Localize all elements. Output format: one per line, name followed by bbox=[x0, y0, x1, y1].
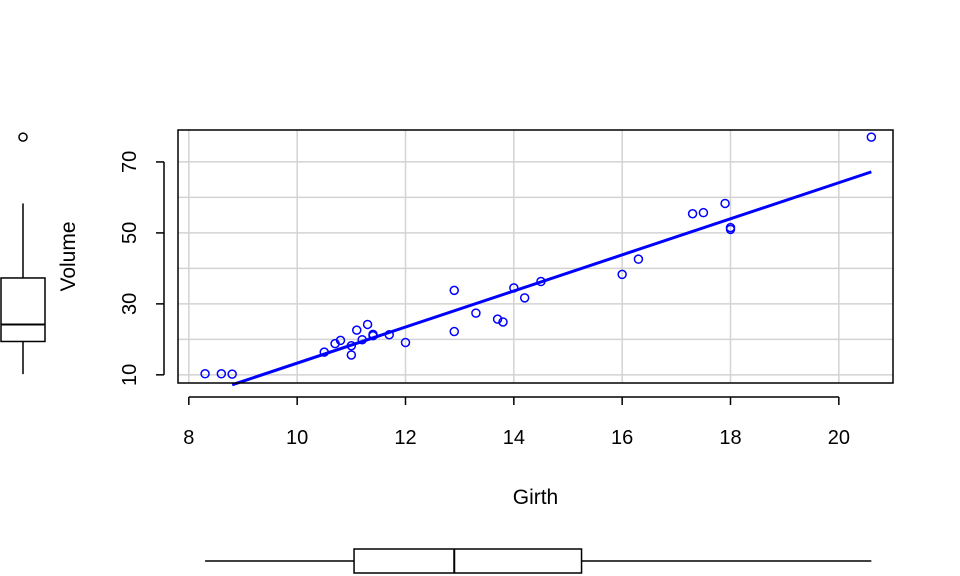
data-point bbox=[216, 369, 227, 379]
data-point bbox=[519, 293, 530, 303]
x-tick-label: 12 bbox=[394, 427, 416, 449]
y-tick-label: 10 bbox=[119, 364, 141, 386]
data-point bbox=[346, 340, 357, 351]
y-axis-title: Volume bbox=[57, 221, 80, 291]
x-tick-label: 18 bbox=[719, 427, 741, 449]
data-point bbox=[346, 350, 357, 360]
x-marginal-boxplot bbox=[205, 548, 872, 574]
data-point bbox=[720, 198, 730, 209]
y-axis: 10 30 50 70 bbox=[119, 151, 165, 386]
y-tick-label: 50 bbox=[119, 222, 141, 244]
data-point bbox=[866, 132, 877, 142]
data-point bbox=[352, 325, 362, 335]
x-box bbox=[353, 548, 583, 574]
data-point bbox=[536, 276, 546, 287]
data-point bbox=[725, 224, 736, 235]
x-tick-label: 10 bbox=[286, 427, 308, 449]
x-tick-label: 16 bbox=[611, 427, 633, 449]
data-point bbox=[357, 334, 367, 345]
grid-lines bbox=[178, 130, 893, 383]
data-points bbox=[200, 132, 877, 379]
data-point bbox=[471, 308, 481, 318]
x-tick-label: 8 bbox=[183, 427, 194, 449]
x-tick-label: 14 bbox=[503, 427, 525, 449]
y-box-outlier bbox=[18, 132, 28, 142]
data-point bbox=[633, 254, 644, 264]
data-point bbox=[227, 369, 237, 379]
data-point bbox=[617, 269, 627, 280]
x-tick-label: 20 bbox=[828, 427, 850, 449]
data-point bbox=[449, 285, 459, 296]
data-point bbox=[368, 329, 378, 340]
data-point bbox=[200, 369, 210, 379]
y-tick-label: 70 bbox=[119, 151, 141, 173]
y-tick-label: 30 bbox=[119, 293, 141, 315]
data-point bbox=[400, 337, 411, 348]
regression-line-layer bbox=[231, 170, 872, 387]
y-box bbox=[0, 277, 46, 343]
data-point bbox=[319, 347, 329, 357]
data-point bbox=[498, 317, 508, 327]
x-axis-title: Girth bbox=[513, 486, 559, 509]
data-point bbox=[449, 326, 459, 337]
y-marginal-boxplot bbox=[0, 132, 46, 375]
data-point bbox=[335, 335, 346, 346]
data-point bbox=[384, 329, 394, 340]
data-point bbox=[492, 314, 503, 324]
regression-line bbox=[231, 170, 872, 387]
x-axis: 8 10 12 14 16 18 20 bbox=[183, 396, 850, 449]
data-point bbox=[509, 283, 519, 293]
plot-frame bbox=[177, 129, 894, 384]
data-point bbox=[698, 207, 709, 218]
data-point bbox=[362, 319, 373, 330]
data-point bbox=[687, 208, 698, 219]
